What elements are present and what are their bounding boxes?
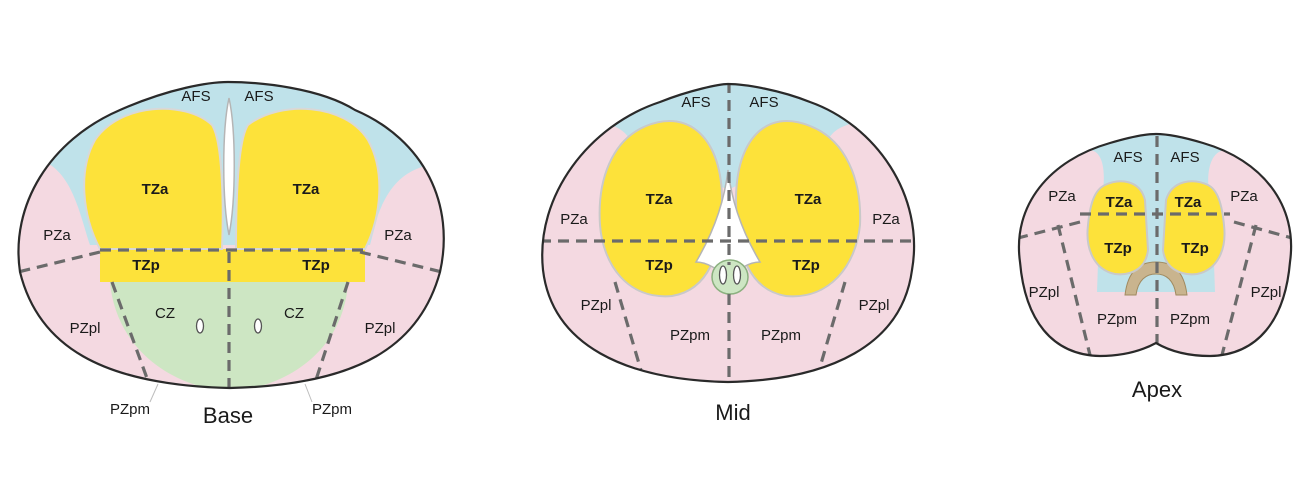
base-pzpm-right-label: PZpm	[312, 401, 352, 418]
mid-pzpm-left-label: PZpm	[670, 327, 710, 344]
base-cz-region	[110, 282, 348, 388]
apex-tzp-left-label: TZp	[1104, 240, 1132, 257]
mid-verumontanum	[711, 259, 749, 295]
mid-duct-left	[718, 265, 728, 285]
base-duct-right	[253, 318, 263, 334]
apex-divider-left-posterior	[1056, 224, 1092, 356]
base-tza-left-label: TZa	[142, 181, 169, 198]
base-tzp-region	[100, 249, 365, 282]
base-divider-left-posterior	[110, 281, 154, 388]
apex-tza-left-label: TZa	[1106, 194, 1133, 211]
apex-afs-right-label: AFS	[1170, 149, 1199, 166]
mid-caption: Mid	[715, 400, 750, 425]
base-pzpl-left-label: PZpl	[70, 320, 101, 337]
base-duct-left	[195, 318, 205, 334]
apex-pzpm-right-label: PZpm	[1170, 311, 1210, 328]
base-afs-right-label: AFS	[244, 88, 273, 105]
base-tzp-right-label: TZp	[302, 257, 330, 274]
base-outline	[17, 80, 445, 390]
mid-tzp-right-label: TZp	[792, 257, 820, 274]
base-section: AFS AFS TZa TZa TZp TZp CZ CZ PZa PZa PZ…	[17, 80, 445, 428]
base-divider-right-posterior	[310, 281, 350, 388]
apex-tz-left	[1086, 180, 1150, 276]
mid-tz-right	[734, 120, 862, 298]
base-afs-left-label: AFS	[181, 88, 210, 105]
apex-pza-left-label: PZa	[1048, 188, 1076, 205]
base-tzp-left-label: TZp	[132, 257, 160, 274]
mid-pzpm-right-label: PZpm	[761, 327, 801, 344]
mid-outline	[541, 82, 916, 384]
apex-divider-right-posterior	[1220, 224, 1258, 356]
base-urethra-slit	[223, 97, 235, 236]
base-tza-right	[234, 107, 381, 250]
mid-duct-right	[732, 265, 742, 285]
apex-pzpl-right-label: PZpl	[1251, 284, 1282, 301]
apex-section: AFS AFS TZa TZa TZp TZp PZa PZa PZpl PZp…	[1017, 132, 1293, 402]
apex-tzp-right-label: TZp	[1181, 240, 1209, 257]
apex-pzpm-left-label: PZpm	[1097, 311, 1137, 328]
mid-section: AFS AFS TZa TZa TZp TZp PZa PZa PZpl PZp…	[541, 82, 916, 425]
mid-pza-right-label: PZa	[872, 211, 900, 228]
base-cz-left-label: CZ	[155, 305, 175, 322]
base-pza-right-label: PZa	[384, 227, 412, 244]
apex-afs-left-label: AFS	[1113, 149, 1142, 166]
mid-afs-right-label: AFS	[749, 94, 778, 111]
apex-pza-right-label: PZa	[1230, 188, 1258, 205]
apex-urethra-ring	[1124, 261, 1188, 296]
base-caption: Base	[203, 403, 253, 428]
base-pza-left-label: PZa	[43, 227, 71, 244]
base-divider-right-lateral	[359, 250, 443, 274]
mid-pza-left-label: PZa	[560, 211, 588, 228]
apex-tza-right-label: TZa	[1175, 194, 1202, 211]
apex-divider-left-lateral	[1018, 220, 1081, 240]
base-tza-right-label: TZa	[293, 181, 320, 198]
mid-tza-left-label: TZa	[646, 191, 673, 208]
base-pzpm-left-leader	[149, 383, 159, 403]
mid-pzpl-left-label: PZpl	[581, 297, 612, 314]
apex-outline	[1017, 132, 1293, 358]
base-cz-right-label: CZ	[284, 305, 304, 322]
mid-afs-left-label: AFS	[681, 94, 710, 111]
base-pzpm-left-label: PZpm	[110, 401, 150, 418]
base-pzpm-right-leader	[304, 383, 313, 403]
mid-pzpl-right-label: PZpl	[859, 297, 890, 314]
mid-tza-right-label: TZa	[795, 191, 822, 208]
base-tza-left	[83, 107, 224, 250]
mid-tz-left	[598, 120, 724, 298]
base-divider-left-lateral	[18, 250, 101, 274]
apex-caption: Apex	[1132, 377, 1182, 402]
base-pzpl-right-label: PZpl	[365, 320, 396, 337]
apex-tz-right	[1161, 180, 1226, 276]
mid-tzp-left-label: TZp	[645, 257, 673, 274]
apex-divider-right-lateral	[1233, 220, 1292, 240]
apex-pzpl-left-label: PZpl	[1029, 284, 1060, 301]
